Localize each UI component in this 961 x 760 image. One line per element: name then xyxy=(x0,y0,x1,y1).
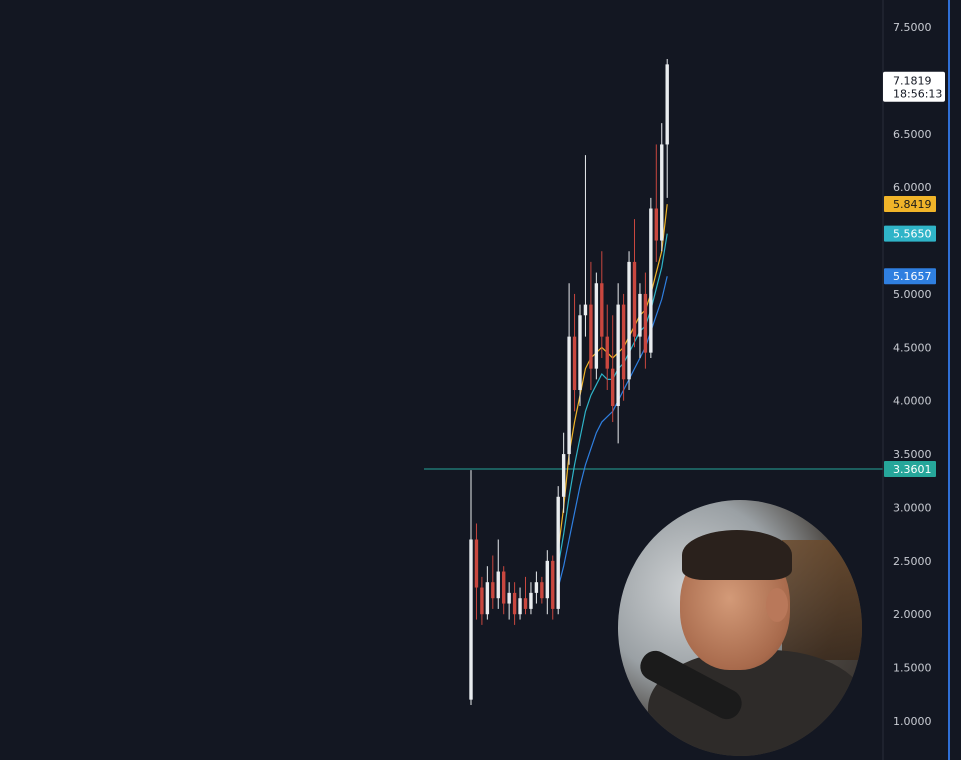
candle-body xyxy=(600,283,604,337)
candle-body xyxy=(529,592,533,609)
axis-tag-bg xyxy=(884,268,936,285)
y-tick-label: 1.5000 xyxy=(893,662,932,675)
axis-tag-label: 5.8419 xyxy=(893,198,932,211)
candle-body xyxy=(616,304,620,407)
current-price-tag: 7.1819 18:56:13 xyxy=(883,71,945,102)
candle-body xyxy=(643,293,648,353)
candle-body xyxy=(534,582,539,593)
axis-tag-label: 3.3601 xyxy=(893,463,932,476)
candle-body xyxy=(523,598,528,609)
y-tick-label: 2.5000 xyxy=(893,555,932,568)
price-axis-ticks[interactable]: 7.5000 6.5000 6.0000 5.0000 4.5000 4.0000 3.50… xyxy=(893,21,932,728)
candle-body xyxy=(469,539,473,700)
candle-body xyxy=(502,571,506,604)
candle-body xyxy=(660,144,664,241)
y-tick-label: 3.0000 xyxy=(893,501,932,514)
axis-tag-bg xyxy=(884,461,936,478)
axis-tag-label: 5.1657 xyxy=(893,270,932,283)
candle-body xyxy=(605,336,609,369)
candle-body xyxy=(561,454,566,497)
candle-body xyxy=(589,304,593,369)
candle-body xyxy=(507,592,511,604)
candle-body xyxy=(474,539,479,588)
candle-body xyxy=(551,560,555,609)
y-tick-label: 7.5000 xyxy=(893,21,932,34)
y-tick-label: 6.0000 xyxy=(893,181,932,194)
y-tick-label: 4.0000 xyxy=(893,395,932,408)
candle-body xyxy=(567,336,571,455)
candlesticks xyxy=(469,59,669,705)
candle-body xyxy=(578,315,582,391)
candle-body xyxy=(491,582,495,599)
candle-body xyxy=(627,261,631,380)
candle-body xyxy=(611,368,615,407)
candle-body xyxy=(638,293,642,337)
candle-body xyxy=(572,336,577,391)
presenter-ear xyxy=(766,588,788,622)
webcam-overlay xyxy=(618,500,862,756)
candle-body xyxy=(654,208,658,241)
axis-tag-bg xyxy=(884,196,936,213)
price-axis-tags: 5.8419 5.5650 5.1657 3.3601 xyxy=(884,196,936,478)
y-tick-label: 2.0000 xyxy=(893,608,932,621)
candle-body xyxy=(480,587,484,615)
y-tick-label: 4.5000 xyxy=(893,341,932,354)
candle-body xyxy=(583,304,588,316)
y-tick-label: 6.5000 xyxy=(893,128,932,141)
candle-body xyxy=(665,64,669,145)
candle-body xyxy=(545,560,549,599)
candle-body xyxy=(485,582,490,615)
y-tick-label: 1.0000 xyxy=(893,715,932,728)
y-tick-label: 3.5000 xyxy=(893,448,932,461)
current-price-value: 7.1819 xyxy=(893,75,932,88)
y-tick-label: 5.0000 xyxy=(893,288,932,301)
axis-tag-label: 5.5650 xyxy=(893,228,932,241)
candle-body xyxy=(518,598,522,615)
axis-tag-bg xyxy=(884,225,936,242)
candle-body xyxy=(621,304,626,380)
background-shelf xyxy=(782,540,862,660)
candle-body xyxy=(649,208,653,353)
presenter-hair xyxy=(682,530,792,580)
candle-body xyxy=(556,496,560,609)
candle-countdown: 18:56:13 xyxy=(893,88,942,101)
candle-body xyxy=(594,283,599,369)
candle-body xyxy=(512,592,517,615)
candle-body xyxy=(540,582,544,599)
candle-body xyxy=(632,261,637,337)
candle-body xyxy=(496,571,500,599)
